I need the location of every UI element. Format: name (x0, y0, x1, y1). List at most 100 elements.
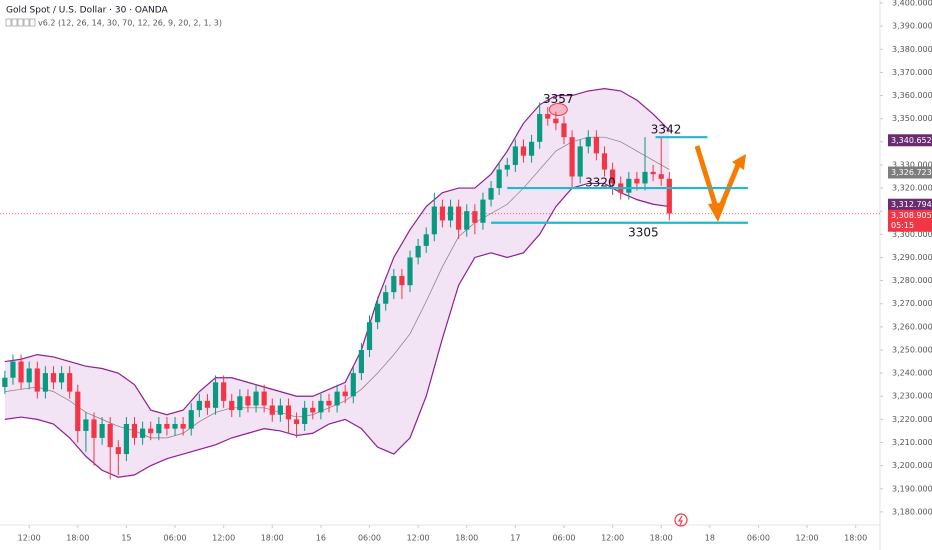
x-tick-label: 06:00 (747, 534, 770, 543)
y-tick-label: 3,190.000 (892, 484, 932, 493)
x-tick-label: 16 (316, 534, 326, 543)
y-tick-label: 3,320.000 (892, 184, 932, 193)
x-tick-label: 18:00 (66, 534, 89, 543)
price-tag-label: 3,326.723 (891, 168, 932, 177)
indicator-glyphs (5, 18, 36, 27)
countdown: 05:15 (891, 221, 914, 230)
x-tick-label: 15 (121, 534, 131, 543)
x-tick-label: 12:00 (212, 534, 235, 543)
candle-body (569, 137, 575, 177)
candle-body (318, 400, 324, 413)
candle-body (610, 169, 616, 184)
candle-body (26, 368, 32, 383)
candle-body (172, 424, 178, 429)
candle-body (423, 234, 429, 246)
candle-body (245, 396, 251, 406)
candle-body (237, 396, 243, 411)
candle-body (285, 405, 292, 420)
candle-body (658, 174, 664, 179)
candle-body (375, 303, 381, 323)
arrow-head (732, 154, 746, 170)
y-tick-label: 3,180.000 (892, 507, 932, 516)
event-icon[interactable] (674, 513, 688, 527)
candle-body (358, 349, 364, 374)
candle-body (99, 424, 105, 438)
y-tick-label: 3,350.000 (892, 114, 932, 123)
candle-body (261, 391, 267, 406)
level-label: 3320 (585, 176, 616, 190)
candle-body (164, 424, 170, 429)
price-tag (888, 166, 932, 179)
indicator-label: v6.2 (12, 26, 14, 30, 70, 12, 26, 9, 20,… (38, 19, 222, 28)
x-tick-label: 18:00 (455, 534, 478, 543)
candle-body (472, 211, 478, 223)
level-label: 3342 (651, 123, 682, 137)
candle-body (148, 428, 154, 434)
candle-body (50, 373, 57, 383)
price-tag-label: 3,312.794 (891, 200, 932, 209)
candle-body (480, 199, 486, 223)
candle-body (634, 178, 640, 184)
candle-body (334, 391, 340, 406)
y-tick-label: 3,360.000 (892, 91, 932, 100)
candle-body (156, 424, 162, 434)
candle-body (107, 424, 113, 448)
candle-body (577, 146, 583, 177)
candle-body (366, 322, 373, 350)
y-tick-label: 3,230.000 (892, 392, 932, 401)
candle-body (537, 114, 543, 142)
candle-body (229, 400, 235, 411)
candle-body (666, 178, 672, 214)
candle-body (196, 400, 202, 411)
candle-body (593, 137, 599, 154)
candle-body (464, 211, 470, 230)
candle-body (601, 153, 608, 170)
y-tick-label: 3,300.000 (892, 230, 932, 239)
candle-body (67, 373, 73, 392)
x-tick-label: 06:00 (552, 534, 575, 543)
candle-body (131, 424, 138, 438)
y-tick-label: 3,270.000 (892, 299, 932, 308)
arrow-head (708, 202, 726, 222)
candle-body (83, 419, 89, 431)
candle-body (42, 373, 48, 392)
candle-body (277, 405, 283, 415)
y-tick-label: 3,380.000 (892, 45, 932, 54)
price-tag (888, 209, 932, 232)
x-tick-label: 18:00 (844, 534, 867, 543)
y-tick-label: 3,240.000 (892, 369, 932, 378)
candle-body (350, 373, 356, 397)
y-tick-label: 3,400.000 (892, 0, 932, 8)
y-tick-label: 3,250.000 (892, 345, 932, 354)
candle-body (34, 368, 40, 392)
y-tick-label: 3,210.000 (892, 438, 932, 447)
x-tick-label: 06:00 (163, 534, 186, 543)
x-tick-label: 06:00 (358, 534, 381, 543)
candle-body (293, 419, 300, 425)
candle-body (204, 400, 211, 408)
candle-body (140, 428, 146, 438)
candle-body (520, 146, 527, 156)
candle-body (504, 164, 510, 170)
x-tick-label: 12:00 (18, 534, 41, 543)
level-label: 3305 (628, 225, 659, 239)
y-tick-label: 3,290.000 (892, 253, 932, 262)
candle-body (561, 123, 567, 138)
y-tick-label: 3,260.000 (892, 322, 932, 331)
candle-body (391, 275, 397, 293)
candle-body (545, 114, 551, 119)
candle-body (447, 206, 454, 221)
x-tick-label: 12:00 (601, 534, 624, 543)
candle-body (302, 407, 308, 425)
candle-body (123, 424, 130, 455)
candle-body (496, 169, 502, 189)
candle-body (2, 377, 8, 387)
x-tick-label: 12:00 (796, 534, 819, 543)
candle-body (642, 171, 648, 184)
candle-body (488, 188, 494, 200)
candle-body (310, 407, 316, 413)
candle-body (383, 292, 389, 304)
candle-body (221, 382, 227, 401)
